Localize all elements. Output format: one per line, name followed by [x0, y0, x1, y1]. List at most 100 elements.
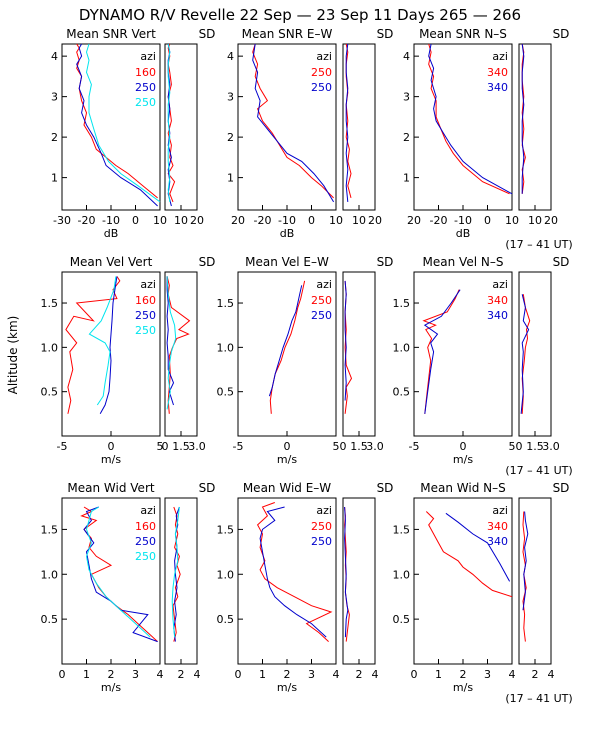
- legend-entry: 250: [311, 81, 332, 94]
- plot-frame: [518, 497, 552, 665]
- panel-title: Mean SNR Vert: [66, 27, 156, 41]
- legend-header: azi: [140, 50, 156, 63]
- panel-snr_vert_sd: SD 10 20: [164, 27, 215, 227]
- legend-entry: 250: [311, 535, 332, 548]
- figure-title: DYNAMO R/V Revelle 22 Sep — 23 Sep 11 Da…: [79, 6, 521, 24]
- legend-entry: 340: [487, 520, 508, 533]
- legend-entry: 250: [135, 324, 156, 337]
- x-tick-label: 0: [162, 440, 169, 453]
- y-tick-label: 2: [227, 131, 234, 144]
- x-tick-label: 20: [407, 214, 421, 227]
- series-line-160-0: [172, 506, 181, 642]
- x-tick-label: 5: [157, 440, 164, 453]
- x-tick-label: -30: [53, 214, 71, 227]
- panel-wid_ew_sd: SD 2 4: [342, 481, 393, 681]
- legend-header: azi: [316, 278, 332, 291]
- y-tick-label: 1.5: [41, 523, 59, 536]
- series-line-250-0: [256, 502, 333, 642]
- legend-entry: 250: [135, 81, 156, 94]
- x-axis-label: dB: [104, 227, 119, 240]
- y-tick-label: 3: [51, 91, 58, 104]
- x-tick-label: 1: [83, 668, 90, 681]
- x-tick-label: 1: [259, 668, 266, 681]
- x-tick-label: 2: [460, 668, 467, 681]
- legend-entry: 250: [311, 66, 332, 79]
- x-axis-label: m/s: [277, 453, 297, 466]
- y-tick-label: 1.0: [41, 341, 59, 354]
- panel-grid: Mean SNR Vert-30 -20 -10 0 101234dBazi160250…: [41, 27, 573, 705]
- x-tick-label: 20: [231, 214, 245, 227]
- legend-entry: 250: [311, 294, 332, 307]
- panel-wid_ns_sd: SD2 4(17 – 41 UT): [505, 481, 572, 705]
- y-tick-label: 1.0: [393, 568, 411, 581]
- y-tick-label: 4: [227, 50, 234, 63]
- panel-vel_vert: Mean Vel Vert -5 0 5 0.5 1.0 1.5 m/s azi 160 250 25…: [41, 255, 164, 466]
- x-tick-label: 10: [174, 214, 188, 227]
- y-tick-label: 1.5: [393, 297, 411, 310]
- x-tick-label: 3: [132, 668, 139, 681]
- x-tick-label: 0: [516, 440, 523, 453]
- x-tick-label: 0: [132, 214, 139, 227]
- legend-entry: 340: [487, 81, 508, 94]
- series-line-160-0: [76, 43, 158, 199]
- legend-entry: 250: [135, 309, 156, 322]
- legend-entry: 250: [311, 309, 332, 322]
- x-tick-label: 5: [333, 440, 340, 453]
- y-tick-label: 0.5: [217, 386, 235, 399]
- y-tick-label: 2: [403, 131, 410, 144]
- series-line-250-2: [85, 43, 161, 203]
- x-tick-label: 20: [544, 214, 558, 227]
- panel-title: SD: [377, 255, 394, 269]
- legend-header: azi: [316, 50, 332, 63]
- x-tick-label: -5: [409, 440, 420, 453]
- x-tick-label: 20: [368, 214, 382, 227]
- series-line-340-1: [520, 294, 530, 414]
- x-axis-label: m/s: [277, 681, 297, 694]
- legend-entry: 340: [487, 294, 508, 307]
- panel-title: Mean Wid Vert: [67, 481, 154, 495]
- panel-vel_ew_sd: SD 0 1.53.0: [340, 255, 394, 453]
- y-tick-label: 1.5: [217, 523, 235, 536]
- x-tick-label: 0: [59, 668, 66, 681]
- series-line-340-0: [522, 511, 527, 642]
- x-tick-label: 10: [352, 214, 366, 227]
- panel-title: SD: [377, 27, 394, 41]
- x-tick-label: 2: [284, 668, 291, 681]
- legend-entry: 340: [487, 535, 508, 548]
- series-line-250-2: [171, 506, 180, 638]
- panel-vel_vert_sd: SD 0 1.53.0: [162, 255, 216, 453]
- series-line-250-1: [166, 276, 175, 406]
- x-tick-label: -10: [102, 214, 120, 227]
- series-line-250-1: [252, 43, 335, 203]
- y-tick-label: 0.5: [41, 386, 59, 399]
- panel-snr_ew_sd: SD 10 20: [342, 27, 394, 227]
- time-range-note: (17 – 41 UT): [505, 238, 572, 251]
- panel-title: Mean Wid N–S: [420, 481, 505, 495]
- x-axis-label: m/s: [453, 681, 473, 694]
- y-tick-label: 0.5: [217, 613, 235, 626]
- series-line-250-1: [268, 285, 303, 397]
- x-axis-label: m/s: [101, 453, 121, 466]
- y-tick-label: 4: [51, 50, 58, 63]
- x-tick-label: 2: [178, 668, 185, 681]
- panel-wid_ew: Mean Wid E–W 0 1 2 3 4 0.5 1.0 1.5 m/s azi 250 250: [217, 481, 340, 694]
- panel-vel_ew: Mean Vel E–W -5 0 5 0.5 1.0 1.5 m/s azi 250 250: [217, 255, 340, 466]
- y-tick-label: 4: [403, 50, 410, 63]
- time-range-note: (17 – 41 UT): [505, 464, 572, 477]
- panel-title: SD: [199, 255, 216, 269]
- plot-frame: [342, 497, 376, 665]
- legend-entry: 250: [135, 535, 156, 548]
- x-tick-label: 4: [548, 668, 555, 681]
- y-tick-label: 3: [227, 91, 234, 104]
- panel-title: Mean Vel Vert: [70, 255, 153, 269]
- legend-entry: 160: [135, 294, 156, 307]
- x-tick-label: -20: [78, 214, 96, 227]
- y-tick-label: 1.0: [41, 568, 59, 581]
- x-tick-label: 2: [356, 668, 363, 681]
- y-tick-label: 1: [403, 172, 410, 185]
- series-line-340-1: [522, 511, 529, 611]
- time-range-note: (17 – 41 UT): [505, 692, 572, 705]
- series-line-340-0: [425, 511, 513, 598]
- series-line-160-0: [80, 506, 158, 642]
